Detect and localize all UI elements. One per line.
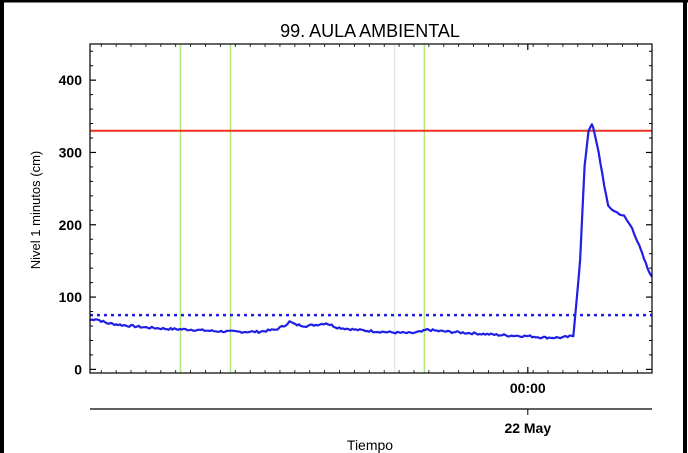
x-axis-ticks: 00:00 bbox=[100, 44, 638, 396]
y-tick-label-0: 0 bbox=[74, 361, 82, 377]
series-lines bbox=[89, 123, 653, 340]
y-tick-label-300: 300 bbox=[59, 144, 83, 160]
plot-area bbox=[89, 43, 653, 374]
date-axis-label: 22 May bbox=[504, 420, 551, 436]
series-line-0 bbox=[89, 123, 653, 340]
reference-lines bbox=[90, 129, 652, 317]
y-axis-label: Nivel 1 minutos (cm) bbox=[28, 151, 43, 269]
y-axis-ticks: 0 100 200 300 400 bbox=[59, 50, 652, 377]
chart-title: 99. AULA AMBIENTAL bbox=[280, 21, 460, 41]
y-tick-label-100: 100 bbox=[59, 289, 83, 305]
y-tick-label-400: 400 bbox=[59, 72, 83, 88]
x-tick-label-0: 00:00 bbox=[510, 380, 546, 396]
y-tick-label-200: 200 bbox=[59, 217, 83, 233]
x-axis-label: Tiempo bbox=[347, 437, 393, 453]
vertical-markers bbox=[179, 44, 426, 373]
